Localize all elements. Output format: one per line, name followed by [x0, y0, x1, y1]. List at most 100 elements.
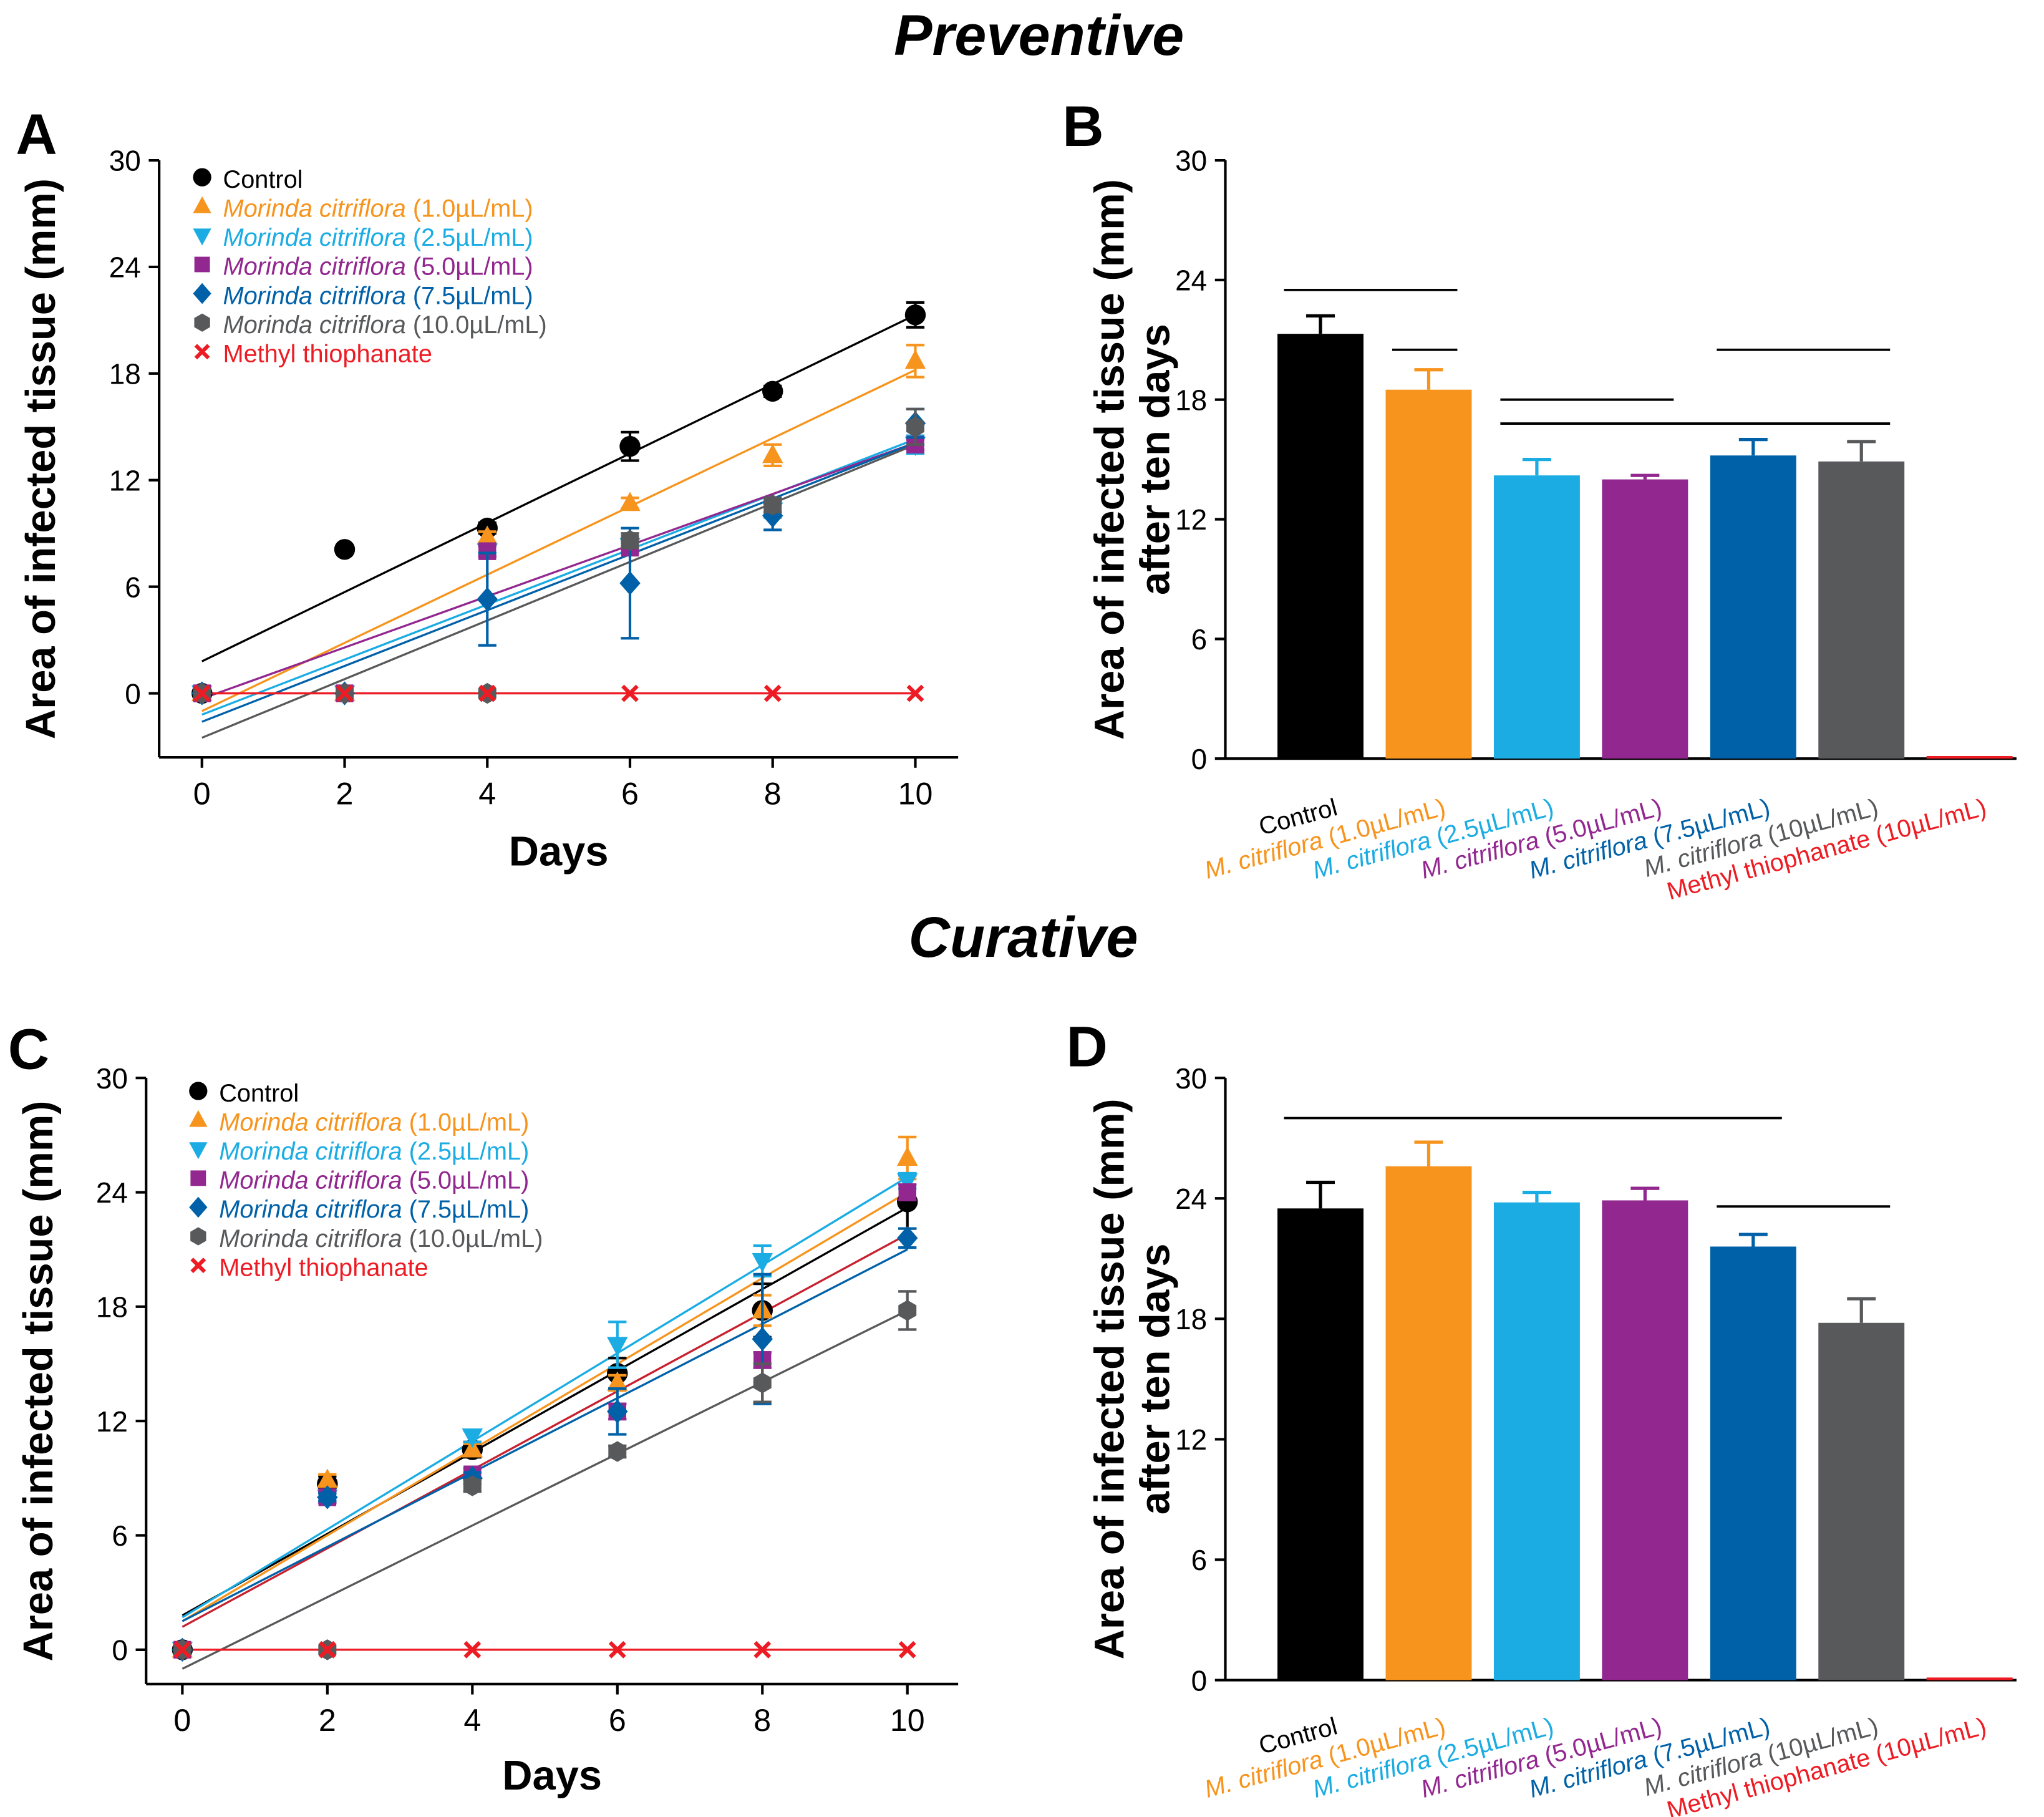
trendline: [201, 442, 916, 723]
x-tick-label: 2: [336, 776, 354, 811]
data-point: [906, 684, 924, 702]
panel-letter: C: [8, 1018, 49, 1082]
legend-marker: [193, 228, 211, 246]
y-tick-label: 0: [112, 1634, 128, 1667]
data-point: [607, 1399, 628, 1424]
trendline: [182, 1309, 908, 1670]
label-text: (5.0µL/mL): [406, 253, 533, 281]
y-axis-label: Area of infected tissue (mm): [1086, 1098, 1133, 1659]
bar: [1710, 455, 1796, 759]
bar: [1602, 479, 1688, 759]
legend-entry: Morinda citriflora (10.0µL/mL): [219, 1225, 543, 1253]
bar: [1818, 461, 1905, 759]
label-text: Methyl thiophanate: [219, 1254, 428, 1281]
legend-entry: Morinda citriflora (2.5µL/mL): [219, 1138, 529, 1165]
data-point: [607, 1371, 628, 1391]
data-point: [897, 1146, 918, 1166]
label-italic: Morinda citriflora: [219, 1138, 402, 1165]
label-italic: Morinda citriflora: [219, 1108, 402, 1136]
data-point: [762, 443, 783, 463]
data-point: [462, 1428, 483, 1448]
data-point: [906, 416, 924, 438]
legend-marker: [190, 1257, 206, 1274]
data-point: [763, 494, 782, 516]
data-point: [619, 435, 641, 457]
bar: [1277, 1208, 1363, 1680]
label-text: (2.5µL/mL): [402, 1138, 530, 1165]
legend-marker: [193, 196, 211, 213]
data-point: [193, 684, 211, 702]
y-tick-label: 30: [109, 145, 141, 177]
y-tick-label: 6: [1191, 623, 1208, 656]
trendline: [182, 1233, 908, 1628]
label-text: Control: [219, 1080, 299, 1107]
section-title-preventive: Preventive: [894, 4, 1184, 67]
y-tick-label: 24: [1175, 264, 1207, 297]
data-point: [752, 1253, 773, 1272]
section-title-curative: Curative: [909, 906, 1138, 969]
y-tick-label: 12: [109, 464, 141, 497]
x-tick-label: 0: [173, 1703, 191, 1738]
data-point: [619, 571, 641, 596]
data-point: [463, 1475, 482, 1496]
label-italic: Morinda citriflora: [223, 311, 406, 339]
trendline: [182, 1176, 908, 1619]
data-point: [898, 1300, 917, 1321]
data-point: [317, 1468, 338, 1488]
panel-D: D 0 6 12 18 24 30 Area of infected tissue (mm)a…: [1067, 1015, 2017, 1817]
y-axis-label-line2: after ten days: [1132, 1243, 1179, 1514]
legend-marker: [193, 283, 211, 304]
error-bar: [1522, 457, 1551, 476]
error-bar: [1847, 440, 1876, 462]
legend-marker: [189, 1142, 208, 1160]
data-point: [336, 684, 354, 702]
bar: [1710, 1246, 1796, 1680]
data-point: [318, 1640, 336, 1659]
trendline: [182, 1206, 908, 1617]
x-tick-label: 2: [319, 1703, 336, 1738]
bar: [1385, 389, 1472, 759]
error-bar: [1847, 1297, 1876, 1323]
error-bar: [1630, 473, 1660, 480]
label-text: (1.0µL/mL): [406, 195, 533, 223]
y-tick-label: 30: [1175, 1062, 1207, 1095]
data-point: [608, 1640, 626, 1659]
y-axis-label: Area of infected tissue (mm): [1086, 179, 1133, 740]
legend-entry: Control: [219, 1080, 299, 1107]
label-italic: Morinda citriflora: [219, 1196, 402, 1223]
x-tick-label: 6: [621, 776, 639, 811]
bar: [1277, 334, 1363, 759]
label-italic: Morinda citriflora: [223, 282, 406, 309]
y-tick-label: 12: [96, 1405, 128, 1438]
legend-entry: Morinda citriflora (10.0µL/mL): [223, 311, 547, 339]
bar: [1818, 1322, 1905, 1680]
x-tick-label: 10: [890, 1703, 925, 1738]
legend-entry: Morinda citriflora (7.5µL/mL): [223, 282, 533, 309]
legend-entry: Morinda citriflora (2.5µL/mL): [223, 224, 533, 251]
legend-marker: [190, 1170, 206, 1186]
label-text: (7.5µL/mL): [406, 282, 533, 309]
legend-entry: Morinda citriflora (5.0µL/mL): [219, 1167, 529, 1194]
error-bar: [1738, 438, 1768, 456]
data-point: [762, 380, 783, 402]
label-italic: Morinda citriflora: [223, 253, 406, 281]
x-tick-label: 4: [463, 1703, 481, 1738]
legend-entry: Morinda citriflora (1.0µL/mL): [223, 195, 533, 223]
y-tick-label: 18: [109, 358, 141, 390]
label-text: (1.0µL/mL): [402, 1108, 530, 1136]
bar: [1602, 1200, 1688, 1680]
y-tick-label: 0: [1191, 1664, 1208, 1697]
legend-entry: Morinda citriflora (1.0µL/mL): [219, 1108, 529, 1136]
x-tick-label: 8: [764, 776, 782, 811]
data-point: [897, 1173, 918, 1193]
data-point: [607, 1337, 628, 1357]
data-point: [898, 1183, 916, 1201]
data-point: [621, 530, 639, 551]
data-point: [619, 492, 641, 511]
legend-marker: [194, 256, 210, 273]
x-tick-label: 8: [753, 1703, 771, 1738]
error-bar: [1414, 368, 1443, 390]
data-point: [753, 1372, 772, 1393]
y-tick-label: 30: [96, 1062, 128, 1095]
